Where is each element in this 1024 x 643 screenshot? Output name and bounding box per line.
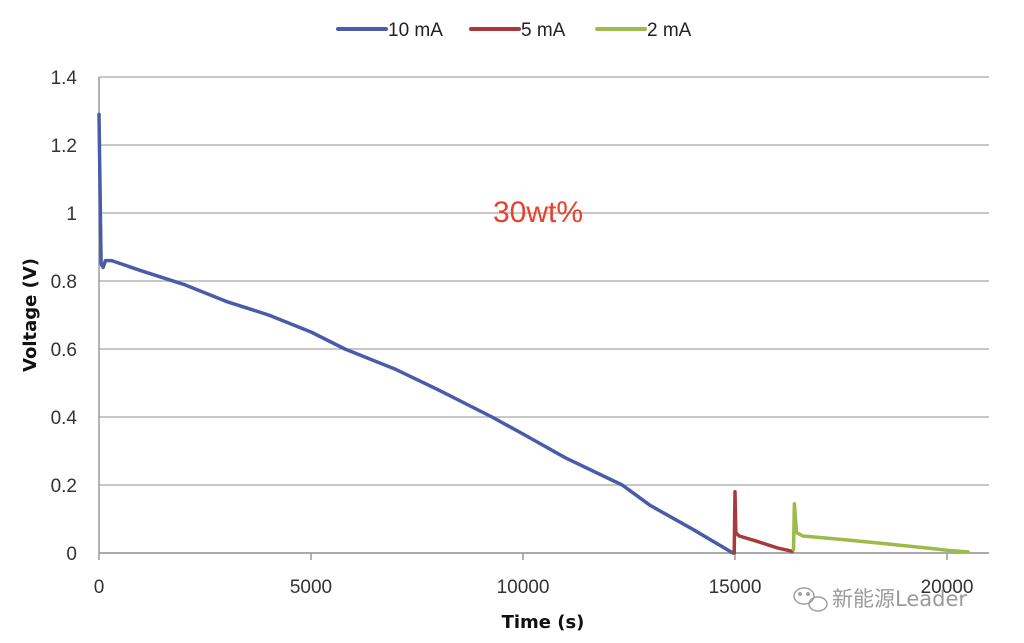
watermark: 新能源Leader [793, 587, 967, 612]
y-tick-label: 1.4 [51, 68, 78, 89]
y-tick-label: 1 [66, 204, 77, 225]
x-tick-label: 15000 [709, 577, 762, 598]
axes [98, 77, 989, 554]
y-tick-label: 0.6 [51, 340, 77, 361]
legend-label: 10 mA [388, 20, 443, 41]
x-tick-label: 20000 [921, 577, 974, 598]
y-tick-label: 0.8 [51, 272, 77, 293]
x-tick-label: 10000 [497, 577, 550, 598]
y-axis-title: Voltage (V) [20, 258, 41, 372]
x-axis-ticks: 0 5000 10000 15000 20000 [94, 553, 974, 598]
y-tick-label: 0 [66, 544, 77, 565]
wechat-icon [793, 587, 828, 612]
series-lines [97, 112, 970, 555]
x-tick-label: 5000 [290, 577, 332, 598]
series-line-2-ma [791, 501, 970, 554]
series-line-5-ma [732, 490, 794, 555]
y-tick-label: 0.4 [51, 408, 78, 429]
legend-item: 10 mA [336, 20, 443, 41]
legend-label: 5 mA [521, 20, 566, 41]
legend-item: 2 mA [595, 20, 692, 41]
watermark-text: 新能源Leader [832, 587, 967, 611]
legend-label: 2 mA [647, 20, 692, 41]
y-axis-ticks: 0 0.2 0.4 0.6 0.8 1 1.2 1.4 [51, 68, 78, 565]
x-axis-title: Time (s) [502, 612, 585, 633]
annotation-label: 30wt% [493, 196, 583, 229]
legend-item: 5 mA [469, 20, 566, 41]
y-tick-label: 0.2 [51, 476, 77, 497]
grid-lines [99, 76, 989, 554]
series-line-10-ma [97, 112, 735, 555]
y-tick-label: 1.2 [51, 136, 77, 157]
x-tick-label: 0 [94, 577, 105, 598]
legend: 10 mA 5 mA 2 mA [336, 20, 692, 41]
